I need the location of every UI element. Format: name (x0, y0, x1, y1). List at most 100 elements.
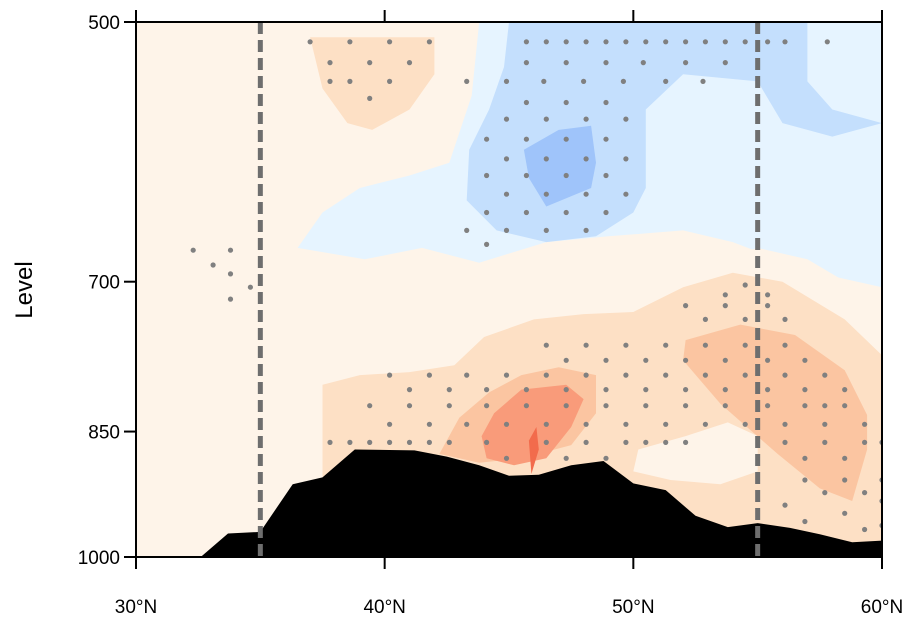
stipple-dot (543, 372, 549, 378)
stipple-dot (640, 60, 646, 66)
stipple-dot (643, 403, 649, 409)
stipple-dot (387, 439, 393, 445)
stipple-dot (563, 136, 569, 142)
stipple-dot (406, 403, 413, 409)
stipple-dot (446, 403, 452, 409)
stipple-dot (683, 303, 689, 309)
stipple-dot (603, 39, 609, 45)
stipple-dot (227, 247, 234, 253)
stipple-dot (387, 78, 393, 84)
stipple-dot (862, 421, 868, 427)
stipple-dot (484, 439, 490, 445)
stipple-dot (543, 39, 549, 45)
stipple-dot (603, 60, 609, 66)
stipple-dot (842, 403, 848, 409)
stipple-dot (683, 39, 689, 45)
stipple-dot (406, 387, 413, 393)
stipple-dot (742, 39, 748, 45)
stipple-dot (623, 439, 629, 445)
y-tick-label: 500 (88, 13, 120, 34)
stipple-dot (464, 78, 470, 84)
contour-region-pos4 (481, 384, 584, 466)
stipple-dot (543, 421, 549, 427)
stipple-dot (822, 403, 828, 409)
stipple-dot (581, 78, 587, 84)
stipple-dot (583, 421, 589, 427)
stipple-dot (523, 403, 530, 409)
stipple-dot (702, 316, 709, 322)
stipple-dot (782, 439, 788, 445)
stipple-dot (824, 39, 830, 45)
stipple-dot (406, 439, 413, 445)
stipple-dot (583, 191, 589, 197)
stipple-dot (683, 357, 689, 363)
stipple-dot (347, 78, 353, 84)
stipple-dot (563, 60, 569, 66)
stipple-dot (842, 455, 848, 461)
stipple-dot (583, 227, 589, 233)
stipple-dot (663, 342, 669, 348)
stipple-dot (227, 296, 234, 302)
stipple-dot (722, 39, 728, 45)
stipple-dot (782, 316, 788, 322)
x-axis: 30°N 40°N 50°N 60°N (115, 10, 903, 617)
y-tick-label: 1000 (78, 548, 120, 569)
stipple-dot (484, 387, 490, 393)
stipple-dot (722, 303, 728, 309)
stipple-dot (387, 421, 393, 427)
stipple-dot (347, 439, 353, 445)
terrain-mask (136, 449, 882, 557)
stipple-dot (484, 403, 490, 409)
stipple-dot (503, 421, 510, 427)
stipple-dot (862, 526, 868, 533)
contour-region-pos2 (310, 37, 435, 130)
stipple-dot (543, 439, 549, 445)
contour-region-neg3 (523, 125, 596, 207)
stipple-dot (722, 60, 728, 66)
stipple-dot (663, 439, 669, 445)
stipple-dot (523, 136, 530, 142)
stipple-dot (327, 439, 333, 445)
stipple-dot (484, 241, 490, 247)
stipple-dot (227, 271, 234, 277)
stipple-dot (464, 227, 470, 233)
stipple-dot (603, 455, 609, 461)
stipple-dot (782, 372, 788, 378)
contour-region-pos5 (528, 427, 539, 474)
stipple-dot (426, 39, 432, 45)
stipple-dot (426, 439, 432, 445)
stipple-dot (663, 421, 669, 427)
stipple-dot (426, 421, 432, 427)
stipple-dot (327, 78, 333, 84)
stipple-dot (367, 60, 373, 66)
stipple-dot (802, 387, 808, 393)
stipple-dot (523, 387, 530, 393)
stipple-dot (464, 421, 470, 427)
stipple-dot (603, 209, 609, 216)
stipple-dot (523, 172, 530, 179)
stipple-dot (583, 372, 589, 378)
stipple-dot (702, 372, 709, 378)
stipple-dot (842, 387, 848, 393)
x-tick-label: 30°N (115, 597, 157, 617)
stipple-dot (643, 39, 649, 45)
stipple-dot (742, 372, 748, 378)
stipple-dot (623, 39, 629, 45)
stipple-dot (722, 403, 728, 409)
stipple-dot (683, 387, 689, 393)
stipple-dot (643, 357, 649, 363)
y-tick-label: 700 (88, 273, 120, 294)
stipple-dot (210, 262, 216, 268)
stipple-dot (543, 116, 549, 122)
stipple-dot (523, 99, 530, 106)
stipple-dot (543, 156, 549, 162)
stipple-dot (484, 209, 490, 216)
stipple-dot (742, 282, 748, 288)
stipple-dot (663, 39, 669, 45)
stipple-dot (406, 60, 413, 66)
stipple-dot (702, 342, 709, 348)
contour-region-pos3 (683, 324, 868, 501)
stipple-dot (623, 342, 629, 348)
stipple-dot (822, 490, 828, 496)
